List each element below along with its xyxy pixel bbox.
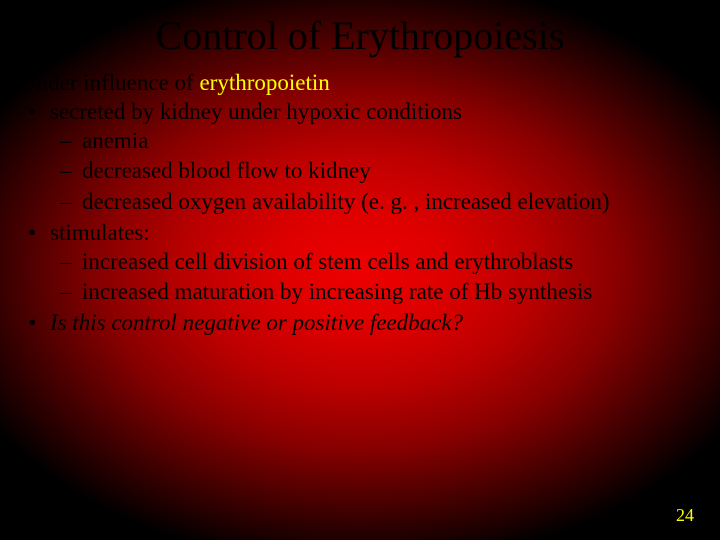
sub-item: anemia [82,127,702,156]
sub-list: increased cell division of stem cells an… [50,248,702,308]
bullet-item: Is this control negative or positive fee… [50,309,702,338]
intro-highlight: erythropoietin [199,70,329,95]
corner-marker: N [692,10,702,26]
intro-prefix: Under influence of [20,70,199,95]
sub-list: anemia decreased blood flow to kidney de… [50,127,702,217]
bullet-text: stimulates: [50,220,150,245]
bullet-item: secreted by kidney under hypoxic conditi… [50,98,702,217]
bullet-text: Is this control negative or positive fee… [50,310,463,335]
slide-number: 24 [676,505,694,526]
sub-item: decreased blood flow to kidney [82,157,702,186]
sub-item: increased maturation by increasing rate … [82,278,702,307]
slide-content: Under influence of erythropoietin secret… [18,69,702,338]
bullet-text: secreted by kidney under hypoxic conditi… [50,99,462,124]
bullet-list: secreted by kidney under hypoxic conditi… [18,98,702,338]
intro-line: Under influence of erythropoietin [20,69,702,98]
sub-item: increased cell division of stem cells an… [82,248,702,277]
bullet-item: stimulates: increased cell division of s… [50,219,702,307]
sub-item: decreased oxygen availability (e. g. , i… [82,188,702,217]
footer-reference: Fig. 17. 6, p. 651 [18,507,121,524]
slide-title: Control of Erythropoiesis [18,12,702,59]
